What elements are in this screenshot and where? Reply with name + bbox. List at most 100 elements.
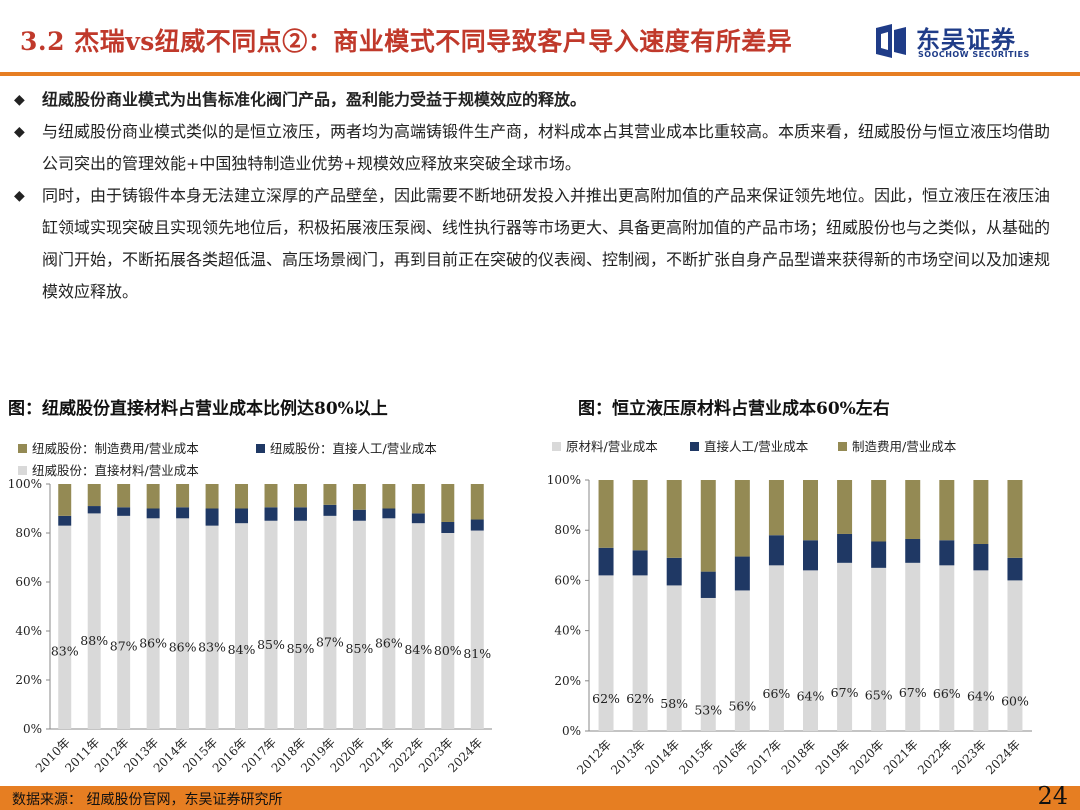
data-label: 64% [797, 689, 825, 704]
bar-segment [700, 597, 716, 731]
page-footer: 数据来源： 纽威股份官网，东吴证券研究所 24 [0, 782, 1080, 810]
bar-segment [352, 509, 366, 521]
y-tick-label: 60% [554, 573, 581, 587]
bullet-list: ◆ 纽威股份商业模式为出售标准化阀门产品，盈利能力受益于规模效应的释放。 ◆ 与纽威… [14, 84, 1064, 308]
bar-segment [411, 523, 425, 729]
bar-segment [87, 513, 101, 729]
data-label: 83% [51, 643, 79, 658]
y-tick-label: 20% [554, 674, 581, 688]
bar-segment [973, 544, 989, 571]
legend-entry: 直接人工/营业成本 [690, 436, 808, 455]
data-label: 64% [967, 689, 995, 704]
bullet-text: 同时，由于铸锻件本身无法建立深厚的产品壁垒，因此需要不断地研发投入并推出更高附加… [42, 186, 1051, 301]
bar-segment [293, 520, 307, 729]
data-label: 67% [899, 685, 927, 700]
bar-segment [734, 590, 750, 731]
bar-segment [382, 484, 396, 509]
bar-segment [803, 570, 818, 731]
data-label: 60% [1001, 694, 1029, 709]
bullet-item: ◆ 同时，由于铸锻件本身无法建立深厚的产品壁垒，因此需要不断地研发投入并推出更高附… [14, 180, 1064, 308]
newway-cost-chart: 0%20%40%60%80%100%83%2010年88%2011年87%201… [8, 477, 492, 775]
x-tick-label: 2024年 [983, 737, 1023, 777]
data-label: 62% [626, 691, 654, 706]
bar-segment [871, 541, 887, 568]
data-label: 58% [660, 696, 688, 711]
legend-swatch [690, 442, 699, 451]
bar-segment [117, 515, 131, 729]
data-label: 56% [728, 699, 756, 714]
data-label: 53% [694, 702, 722, 717]
x-tick-label: 2015年 [676, 737, 716, 777]
legend-entry: 原材料/营业成本 [552, 436, 658, 455]
bar-segment [235, 484, 249, 509]
bar-segment [734, 556, 750, 591]
y-tick-label: 100% [8, 477, 42, 491]
bar-segment [598, 480, 614, 548]
bar-segment [470, 519, 484, 531]
legend-label: 直接人工/营业成本 [704, 439, 809, 454]
diamond-bullet-icon: ◆ [14, 188, 25, 204]
bar-segment [146, 508, 160, 519]
data-label: 87% [110, 638, 138, 653]
y-tick-label: 40% [554, 624, 581, 638]
bar-segment [441, 484, 455, 522]
bar-segment [1007, 480, 1023, 558]
bar-segment [973, 570, 989, 731]
bar-segment [176, 507, 190, 519]
bar-segment [666, 480, 682, 558]
legend-entry: 制造费用/营业成本 [838, 436, 956, 455]
bar-segment [441, 533, 455, 729]
data-label: 85% [257, 637, 285, 652]
bar-segment [598, 575, 614, 731]
data-label: 67% [831, 685, 859, 700]
bar-segment [871, 567, 887, 731]
bar-segment [411, 484, 425, 514]
bar-segment [264, 484, 278, 508]
y-tick-label: 60% [15, 575, 42, 589]
data-label: 62% [592, 691, 620, 706]
bar-segment [734, 480, 750, 557]
legend-entry: 纽威股份：直接人工/营业成本 [256, 438, 437, 457]
legend-swatch [256, 444, 265, 453]
legend-label: 制造费用/营业成本 [852, 439, 957, 454]
data-label: 87% [316, 634, 344, 649]
bar-segment [1007, 580, 1023, 731]
bar-segment [411, 513, 425, 524]
bar-segment [176, 518, 190, 729]
logo-text-en: SOOCHOW SECURITIES [918, 50, 1030, 59]
header-divider [0, 72, 1080, 76]
bar-segment [700, 571, 716, 598]
x-tick-label: 2012年 [574, 737, 614, 777]
legend-entry: 纽威股份：制造费用/营业成本 [18, 438, 199, 457]
bar-segment [939, 540, 955, 566]
bar-segment [905, 562, 921, 731]
y-tick-label: 40% [15, 624, 42, 638]
y-tick-label: 80% [554, 523, 581, 537]
bar-segment [837, 480, 853, 534]
bar-segment [58, 525, 72, 729]
diamond-bullet-icon: ◆ [14, 92, 25, 108]
bar-segment [632, 480, 648, 551]
y-tick-label: 80% [15, 526, 42, 540]
bar-segment [87, 484, 101, 507]
bar-segment [58, 515, 72, 526]
x-tick-label: 2021年 [881, 737, 921, 777]
bar-segment [205, 508, 219, 526]
bar-segment [176, 484, 190, 508]
bar-segment [323, 515, 337, 729]
bar-segment [803, 480, 818, 541]
bar-segment [768, 480, 784, 536]
bullet-item: ◆ 与纽威股份商业模式类似的是恒立液压，两者均为高端铸锻件生产商，材料成本占其营业… [14, 116, 1064, 180]
legend-entry: 纽威股份：直接材料/营业成本 [18, 460, 199, 479]
bar-segment [700, 480, 716, 572]
data-label: 66% [763, 686, 791, 701]
chart-legend-hengli: 原材料/营业成本 直接人工/营业成本 制造费用/营业成本 [552, 436, 1072, 456]
x-tick-label: 2022年 [915, 737, 955, 777]
legend-swatch [18, 444, 27, 453]
bar-segment [264, 520, 278, 729]
x-tick-label: 2013年 [608, 737, 648, 777]
bar-segment [837, 562, 853, 731]
bar-segment [441, 521, 455, 533]
bar-segment [146, 518, 160, 729]
bar-segment [470, 530, 484, 729]
